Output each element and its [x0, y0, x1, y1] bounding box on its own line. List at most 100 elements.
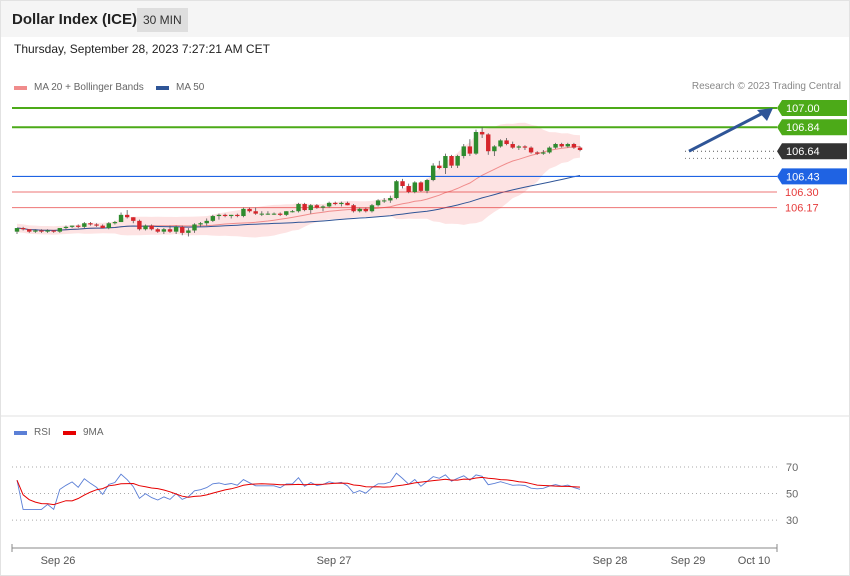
rsi-panel: 70 50 30 — [12, 462, 798, 527]
candle-body — [51, 230, 56, 232]
candle-body — [173, 226, 179, 232]
candle-body — [461, 146, 466, 157]
candle-body — [400, 181, 405, 187]
candle-body — [33, 230, 38, 232]
candle-body — [259, 213, 264, 215]
candle-body — [577, 147, 583, 151]
x-axis-label: Sep 27 — [317, 555, 352, 567]
level-tag-0 — [777, 100, 847, 116]
candle-body — [290, 211, 295, 213]
ma20-legend-swatch — [14, 86, 27, 90]
candle-body — [241, 208, 246, 217]
candle-body — [198, 223, 203, 225]
candle-body — [326, 202, 332, 207]
rsi-ma9-line — [16, 476, 581, 506]
candle-body — [320, 206, 326, 208]
candle-body — [253, 211, 258, 214]
candle-body — [559, 144, 564, 147]
rsi-legend-label: RSI — [34, 427, 51, 438]
candle-body — [443, 156, 448, 169]
candle-body — [229, 214, 234, 217]
candle-body — [553, 144, 558, 148]
candle-body — [565, 144, 570, 147]
candle-body — [479, 132, 485, 135]
rsi-legend-swatch — [14, 431, 27, 435]
candle-body — [137, 220, 142, 230]
level-tag-2 — [777, 143, 847, 160]
candle-body — [357, 208, 362, 212]
candle-body — [504, 140, 509, 145]
key-levels: 107.00 106.84 106.64 106.43 106.30 106.17 — [12, 100, 847, 215]
candle-body — [424, 180, 430, 191]
candle-body — [247, 208, 252, 212]
candle-body — [449, 156, 454, 166]
candle-body — [498, 140, 503, 147]
candle-body — [351, 205, 356, 212]
candle-body — [437, 165, 442, 169]
level-label-4: 106.30 — [785, 187, 819, 199]
candle-body — [76, 225, 81, 227]
level-label-1: 106.84 — [786, 122, 820, 134]
candle-body — [277, 213, 283, 215]
candle-body — [180, 226, 185, 233]
bollinger-band-area — [17, 122, 580, 238]
candle-body — [94, 224, 99, 226]
candle-body — [271, 213, 277, 215]
candle-body — [265, 213, 271, 215]
candle-body — [143, 225, 148, 230]
candle-body — [406, 186, 411, 193]
candle-body — [302, 204, 307, 211]
rsi-line — [16, 472, 581, 511]
candle-body — [547, 147, 552, 153]
candle-body — [430, 165, 436, 181]
ma20-legend-label: MA 20 + Bollinger Bands — [34, 82, 144, 93]
timestamp: Thursday, September 28, 2023 7:27:21 AM … — [14, 42, 270, 56]
candle-body — [308, 205, 313, 211]
candle-body — [100, 225, 105, 229]
candle-body — [522, 146, 528, 148]
candle-body — [492, 146, 497, 152]
candle-body — [216, 214, 222, 217]
timeframe-badge[interactable]: 30 MIN — [137, 8, 188, 32]
candle-body — [45, 230, 50, 232]
candle-body — [369, 205, 375, 212]
candle-body — [382, 200, 387, 202]
candle-body — [39, 230, 44, 232]
candle-body — [69, 225, 75, 227]
level-label-0: 107.00 — [786, 103, 820, 115]
candle-body — [192, 224, 197, 231]
rsi-tick-label: 50 — [786, 489, 798, 501]
arrow-head — [757, 108, 773, 121]
rsi-tick-label: 30 — [786, 515, 798, 527]
candle-body — [204, 220, 209, 224]
candle-body — [314, 205, 320, 208]
candles — [14, 127, 583, 237]
candle-body — [186, 230, 191, 233]
candle-body — [210, 216, 216, 221]
candle-body — [222, 214, 228, 217]
candle-body — [541, 152, 546, 154]
candle-body — [296, 204, 301, 212]
candle-body — [467, 146, 473, 154]
candle-body — [167, 229, 173, 232]
candle-body — [27, 229, 32, 232]
x-axis-label: Sep 29 — [671, 555, 706, 567]
candle-body — [394, 181, 399, 199]
candle-body — [57, 228, 63, 232]
level-tag-1 — [777, 119, 847, 136]
candle-body — [339, 202, 344, 205]
candle-body — [473, 132, 479, 154]
instrument-title: Dollar Index (ICE) — [12, 11, 138, 28]
candle-body — [333, 202, 338, 205]
x-axis-label: Oct 10 — [738, 555, 770, 567]
candle-body — [388, 198, 393, 201]
candle-body — [131, 217, 136, 221]
candle-body — [82, 223, 87, 227]
candle-body — [486, 134, 491, 152]
bollinger-band — [17, 122, 580, 238]
candle-body — [571, 144, 577, 148]
level-label-2: 106.64 — [786, 146, 820, 158]
ma9-legend-label: 9MA — [83, 427, 104, 438]
rsi-tick-label: 70 — [786, 462, 798, 474]
